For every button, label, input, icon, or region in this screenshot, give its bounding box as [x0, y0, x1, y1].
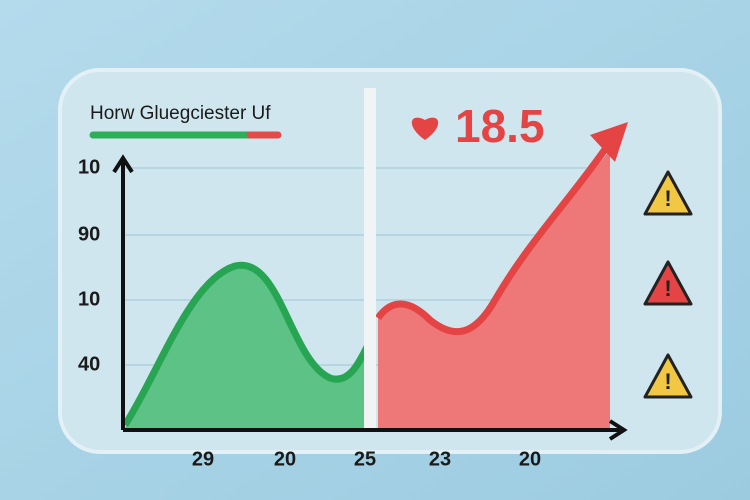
divider: [364, 88, 376, 430]
y-label: 90: [78, 223, 100, 245]
title: Horw Gluegciester Uf: [90, 103, 271, 124]
headline-value: 18.5: [455, 100, 545, 152]
svg-text:!: !: [664, 369, 671, 394]
y-label: 40: [78, 353, 100, 375]
x-label: 20: [274, 448, 296, 470]
green-line: [122, 261, 372, 427]
x-label: 25: [354, 448, 376, 470]
x-label: 20: [519, 448, 541, 470]
warning-icons: ! ! !: [643, 170, 693, 399]
x-label: 23: [429, 448, 451, 470]
y-label: 10: [78, 288, 100, 310]
green-area: [125, 265, 368, 430]
svg-text:!: !: [664, 186, 671, 211]
heart-icon: [411, 117, 439, 140]
y-axis-arrow: [112, 154, 134, 174]
y-label: 10: [78, 156, 100, 178]
red-arrowhead: [590, 122, 628, 162]
x-label: 29: [192, 448, 214, 470]
svg-text:!: !: [664, 276, 671, 301]
x-axis-arrow: [608, 419, 628, 441]
red-line: [375, 143, 611, 336]
